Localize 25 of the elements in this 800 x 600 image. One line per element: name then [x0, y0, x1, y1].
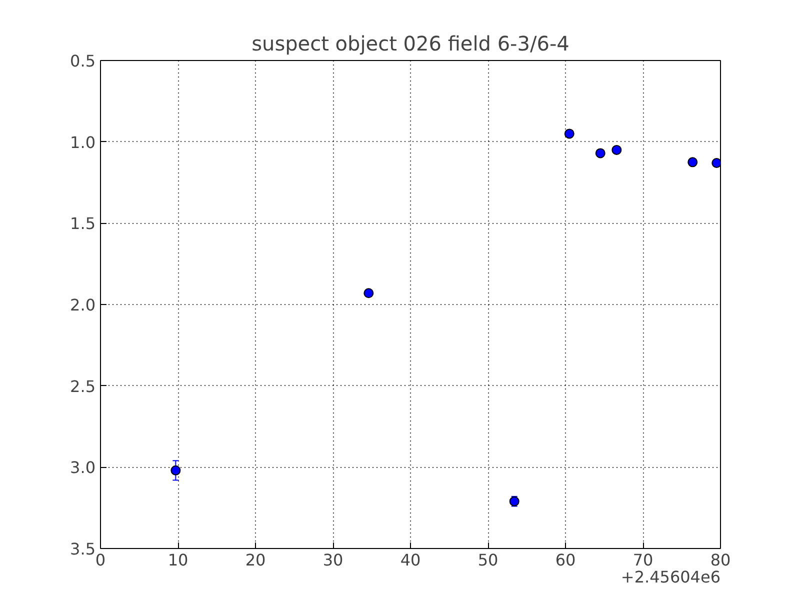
x-tick-label: 40	[400, 550, 421, 570]
point	[688, 157, 698, 168]
x-tick-label: 10	[168, 550, 188, 570]
x-tick-label: 20	[245, 550, 266, 570]
y-tick-label: 2.5	[70, 376, 96, 396]
point	[595, 148, 606, 158]
text: +2.45604e6	[620, 568, 720, 586]
x-tick-label: 70	[632, 550, 654, 570]
chart-title: suspect object 026 field 6-3/6-4	[252, 32, 570, 56]
x-tick-label: 80	[710, 550, 731, 570]
y-tick-label: 0.5	[70, 52, 96, 70]
x-tick-label: 60	[555, 550, 576, 570]
point	[564, 128, 574, 139]
x-tick-label: 30	[322, 550, 344, 570]
point	[364, 288, 374, 298]
y-tick-label: 1.0	[70, 132, 96, 152]
x-tick-label: 0	[95, 550, 106, 570]
point	[612, 144, 622, 155]
x-tick-label: 50	[478, 550, 498, 570]
y-tick-label: 3.0	[70, 458, 96, 478]
point	[170, 465, 181, 476]
point	[712, 158, 720, 168]
y-tick-label: 2.0	[70, 296, 96, 314]
y-tick-label: 1.5	[70, 214, 96, 234]
y-tick-label: 3.5	[70, 540, 96, 558]
